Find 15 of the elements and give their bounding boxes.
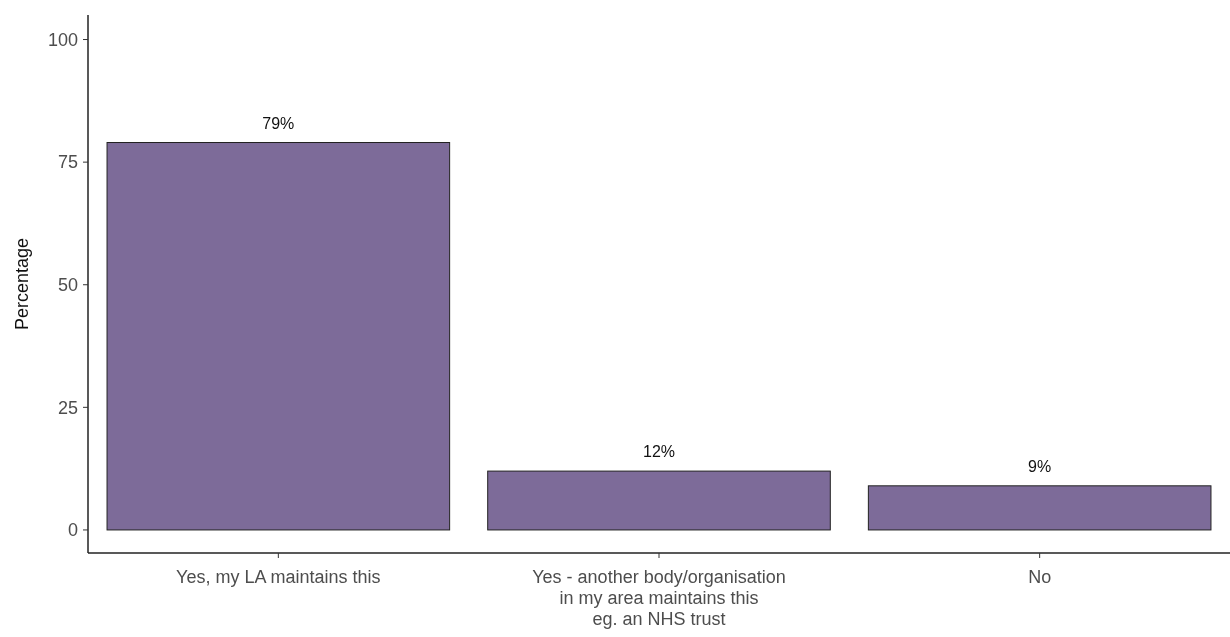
y-tick-label: 25	[57, 397, 78, 418]
data-label: 12%	[642, 443, 676, 461]
data-label: 9%	[1028, 457, 1052, 475]
y-tick-label: 75	[57, 152, 78, 173]
x-tick-label: No	[1028, 567, 1052, 587]
y-axis-title: Percentage	[12, 237, 32, 331]
bar	[867, 485, 1212, 531]
bar	[106, 142, 451, 531]
y-tick-label: 0	[67, 520, 78, 541]
y-tick-label: 50	[57, 275, 78, 296]
y-tick-label: 100	[47, 29, 78, 50]
x-tick-label: Yes - another body/organisation in my area maintains this eg. an NHS trust	[532, 567, 786, 629]
data-label: 79%	[262, 114, 295, 132]
bar	[487, 470, 831, 531]
x-tick-label: Yes, my LA maintains this	[176, 567, 381, 587]
